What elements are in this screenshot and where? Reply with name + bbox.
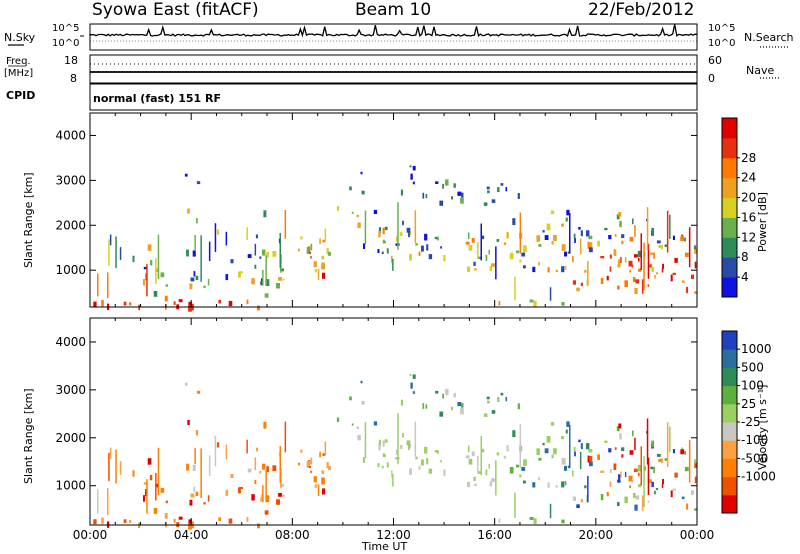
power-colorbar-tick-label: 20	[741, 191, 756, 205]
velocity-colorbar-swatch	[722, 494, 737, 514]
power-colorbar-swatch	[722, 257, 737, 278]
velocity-colorbar-tick-label: -25	[741, 415, 761, 429]
x-tick-label: 12:00	[376, 528, 411, 542]
power-ytick-label: 1000	[55, 263, 86, 277]
velocity-colorbar-swatch	[722, 422, 737, 441]
x-tick-label: 04:00	[174, 528, 209, 542]
x-tick-label: 20:00	[579, 528, 614, 542]
nsky-trace	[89, 24, 698, 38]
nsky-panel	[89, 23, 698, 51]
power-colorbar-swatch	[722, 177, 737, 199]
freq-tick-bottom: 8	[70, 72, 77, 85]
velocity-panel-bg	[90, 318, 697, 525]
nsearch-tick-bottom: 10^0	[708, 38, 736, 49]
power-colorbar-tick-label: 4	[741, 270, 749, 284]
velocity-colorbar-tick-label: -100	[741, 433, 768, 447]
velocity-colorbar-swatch	[722, 440, 737, 459]
power-colorbar-tick-label: 16	[741, 210, 756, 224]
power-colorbar-swatch	[722, 118, 737, 139]
velocity-colorbar-tick-label: 1000	[741, 342, 772, 356]
velocity-ytick-label: 2000	[55, 431, 86, 445]
power-ytick-label: 4000	[55, 128, 86, 142]
velocity-ytick-label: 4000	[55, 335, 86, 349]
power-colorbar-tick-label: 24	[741, 171, 756, 185]
velocity-colorbar-swatch	[722, 476, 737, 496]
power-colorbar-swatch	[722, 197, 737, 218]
power-colorbar-swatch	[722, 157, 737, 179]
power-colorbar-tick-label: 8	[741, 250, 749, 264]
velocity-colorbar-swatch	[722, 331, 737, 350]
beam-label: Beam 10	[355, 0, 432, 20]
freq-unit: [MHz]	[4, 68, 34, 79]
velocity-ytick-label: 3000	[55, 383, 86, 397]
velocity-ylabel: Slant Range [km]	[22, 388, 35, 484]
power-colorbar-swatch	[722, 277, 737, 298]
power-colorbar-swatch	[722, 217, 737, 238]
nsky-label: N.Sky	[4, 31, 36, 44]
power-colorbar-frame	[721, 117, 738, 298]
nsearch-tick-top: 10^5	[708, 23, 736, 34]
velocity-colorbar-label: Velocity [m s⁻¹]	[756, 384, 769, 470]
velocity-colorbar-swatch	[722, 349, 737, 368]
cpid-panel	[89, 83, 698, 111]
nsearch-label: N.Search	[744, 31, 794, 44]
x-tick-label: 16:00	[477, 528, 512, 542]
nsky-tick-bottom: 10^0	[52, 38, 80, 49]
power-ytick-label: 2000	[55, 218, 86, 232]
freq-tick-top: 18	[64, 54, 78, 67]
nave-tick-bottom: 0	[708, 72, 715, 85]
x-axis-label: Time UT	[362, 540, 408, 553]
velocity-colorbar-tick-label: -1000	[741, 470, 776, 484]
velocity-colorbar-tick-label: 100	[741, 379, 764, 393]
velocity-colorbar-tick-label: 25	[741, 397, 756, 411]
velocity-colorbar-tick-label: -500	[741, 451, 768, 465]
x-tick-label: 00:00	[680, 528, 715, 542]
station-title: Syowa East (fitACF)	[92, 0, 259, 20]
power-ytick-label: 3000	[55, 173, 86, 187]
freq-panel	[89, 54, 698, 84]
cpid-text: normal (fast) 151 RF	[93, 92, 221, 105]
cpid-label: CPID	[6, 89, 36, 102]
x-tick-label: 00:00	[73, 528, 108, 542]
nsky-tick-top: 10^5	[52, 23, 80, 34]
velocity-echoes	[93, 373, 698, 530]
power-colorbar-tick-label: 28	[741, 151, 756, 165]
velocity-colorbar-tick-label: 500	[741, 360, 764, 374]
power-colorbar-swatch	[722, 237, 737, 258]
power-colorbar-swatch	[722, 137, 737, 159]
velocity-colorbar-swatch	[722, 367, 737, 387]
velocity-colorbar-swatch	[722, 385, 737, 405]
power-panel-bg	[90, 113, 697, 307]
velocity-colorbar-swatch	[722, 403, 737, 423]
velocity-ytick-label: 1000	[55, 479, 86, 493]
power-colorbar-tick-label: 12	[741, 230, 756, 244]
nave-label: Nave	[746, 64, 775, 77]
velocity-colorbar-swatch	[722, 458, 737, 478]
freq-label: Freq.	[6, 56, 31, 67]
date-label: 22/Feb/2012	[588, 0, 695, 20]
x-tick-label: 08:00	[275, 528, 310, 542]
power-ylabel: Slant Range [km]	[22, 172, 35, 268]
power-colorbar-label: Power [dB]	[756, 192, 769, 252]
nave-tick-top: 60	[708, 54, 722, 67]
